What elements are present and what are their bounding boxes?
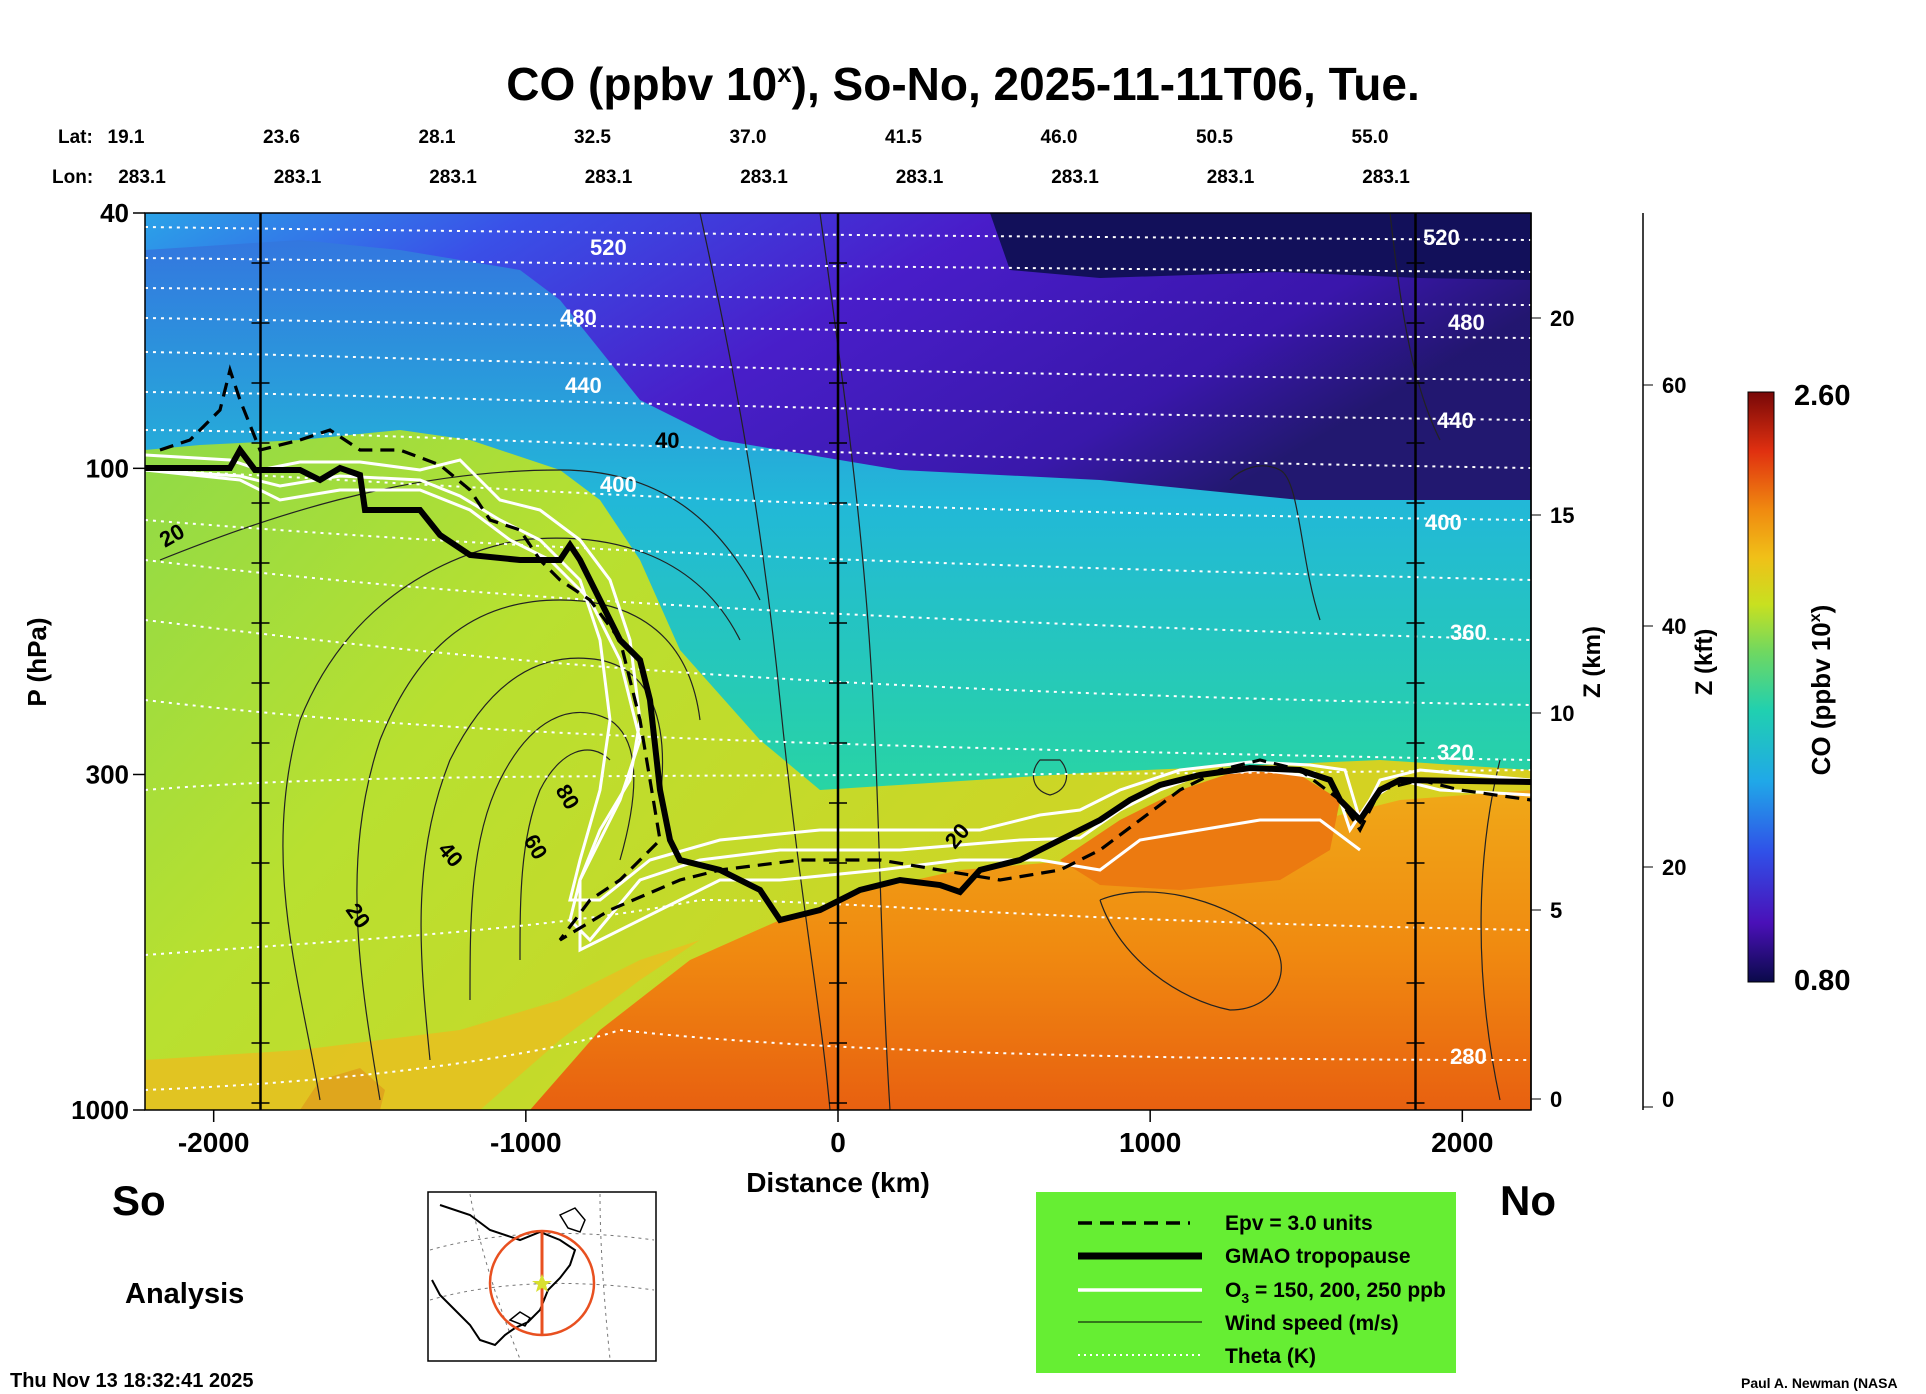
lon-value: 283.1 <box>1362 167 1410 188</box>
colorbar: 2.60 0.80 CO (ppbv 10x) <box>1747 380 1850 997</box>
z-km-tick: 20 <box>1550 306 1574 331</box>
theta-label: 520 <box>590 235 627 260</box>
epv-contour <box>159 364 1531 942</box>
y-axis-label: P (hPa) <box>22 617 52 706</box>
theta-labels: 520 480 440 400 520 480 440 400 360 320 … <box>560 225 1487 1069</box>
lon-value: 283.1 <box>896 167 944 188</box>
lat-value: 28.1 <box>419 127 456 148</box>
z-kft-axis: 0 20 40 60 Z (kft) <box>1642 213 1718 1112</box>
lat-lon-header: Lat: Lon: 19.1 23.6 28.1 32.5 37.0 41.5 46.0 50… <box>52 127 1410 188</box>
chart-title: CO (ppbv 10x), So-No, 2025-11-11T06, Tue… <box>506 58 1419 110</box>
z-km-tick: 5 <box>1550 898 1562 923</box>
y-tick-label: 1000 <box>71 1095 129 1125</box>
theta-lines <box>145 226 1531 1091</box>
z-kft-tick: 40 <box>1662 614 1686 639</box>
analysis-label: Analysis <box>125 1278 244 1310</box>
theta-label: 480 <box>560 305 597 330</box>
lat-values: 19.1 23.6 28.1 32.5 37.0 41.5 46.0 50.5 55.0 <box>108 127 1389 148</box>
lon-value: 283.1 <box>1207 167 1255 188</box>
z-kft-tick: 20 <box>1662 855 1686 880</box>
lat-value: 46.0 <box>1041 127 1078 148</box>
tropopause-line <box>145 444 1531 924</box>
z-kft-tick: 60 <box>1662 373 1686 398</box>
theta-label: 480 <box>1448 310 1485 335</box>
z-km-label: Z (km) <box>1579 626 1606 698</box>
south-label: So <box>112 1177 166 1224</box>
y-tick-label: 100 <box>86 453 129 483</box>
lat-value: 41.5 <box>885 127 922 148</box>
lat-value: 32.5 <box>574 127 611 148</box>
theta-label: 360 <box>1450 620 1487 645</box>
x-tick-label: 0 <box>830 1127 846 1158</box>
colorbar-min: 0.80 <box>1794 965 1850 997</box>
legend-item: Theta (K) <box>1225 1345 1316 1368</box>
lon-value: 283.1 <box>1051 167 1099 188</box>
z-km-tick: 10 <box>1550 701 1574 726</box>
legend: Epv = 3.0 units GMAO tropopause O3 = 150… <box>1036 1192 1456 1373</box>
theta-label: 520 <box>1423 225 1460 250</box>
footer-credit: Paul A. Newman (NASA <box>1741 1375 1898 1391</box>
lat-value: 23.6 <box>263 127 300 148</box>
wind-contours <box>159 213 1501 1110</box>
x-tick-label: -2000 <box>178 1127 250 1158</box>
z-km-tick: 15 <box>1550 503 1574 528</box>
continent-outline <box>431 1204 577 1347</box>
x-axis: -2000 -1000 0 1000 2000 <box>178 1110 1493 1158</box>
lon-value: 283.1 <box>118 167 166 188</box>
co-yellow-band <box>145 940 700 1110</box>
center-star-icon <box>532 1274 552 1292</box>
x-axis-label: Distance (km) <box>746 1167 930 1198</box>
colorbar-label: CO (ppbv 10x) <box>1806 605 1836 776</box>
lat-value: 55.0 <box>1352 127 1389 148</box>
lon-value: 283.1 <box>585 167 633 188</box>
theta-label: 440 <box>1437 408 1474 433</box>
lat-label: Lat: <box>58 127 93 148</box>
lat-value: 37.0 <box>730 127 767 148</box>
lon-label: Lon: <box>52 167 93 188</box>
z-kft-tick: 0 <box>1662 1087 1674 1112</box>
theta-label: 400 <box>600 472 637 497</box>
lon-value: 283.1 <box>740 167 788 188</box>
inset-map <box>427 1191 657 1362</box>
lon-value: 283.1 <box>429 167 477 188</box>
lon-values: 283.1 283.1 283.1 283.1 283.1 283.1 283.1 283.1… <box>118 167 1410 188</box>
y-tick-label: 300 <box>86 759 129 789</box>
wind-label: 40 <box>655 428 679 453</box>
legend-item: Wind speed (m/s) <box>1225 1312 1399 1335</box>
theta-label: 320 <box>1437 740 1474 765</box>
theta-label: 440 <box>565 373 602 398</box>
y-axis: 40 100 300 1000 <box>71 198 145 1125</box>
z-km-axis: 0 5 10 15 20 Z (km) <box>1530 213 1606 1112</box>
legend-item: O3 = 150, 200, 250 ppb <box>1225 1279 1446 1306</box>
colorbar-max: 2.60 <box>1794 380 1850 412</box>
x-tick-label: 2000 <box>1431 1127 1493 1158</box>
x-tick-label: -1000 <box>490 1127 562 1158</box>
legend-item: Epv = 3.0 units <box>1225 1212 1373 1235</box>
lat-value: 50.5 <box>1196 127 1233 148</box>
x-tick-label: 1000 <box>1119 1127 1181 1158</box>
vertical-markers <box>251 213 1425 1110</box>
lat-value: 19.1 <box>108 127 145 148</box>
legend-item: GMAO tropopause <box>1225 1245 1411 1268</box>
footer-timestamp: Thu Nov 13 18:32:41 2025 <box>10 1370 253 1392</box>
z-km-tick: 0 <box>1550 1087 1562 1112</box>
theta-label: 400 <box>1425 510 1462 535</box>
theta-label: 280 <box>1450 1044 1487 1069</box>
north-label: No <box>1500 1177 1556 1224</box>
y-tick-label: 40 <box>100 198 129 228</box>
lon-value: 283.1 <box>274 167 322 188</box>
colorbar-gradient <box>1747 391 1775 983</box>
z-kft-label: Z (kft) <box>1691 629 1718 696</box>
